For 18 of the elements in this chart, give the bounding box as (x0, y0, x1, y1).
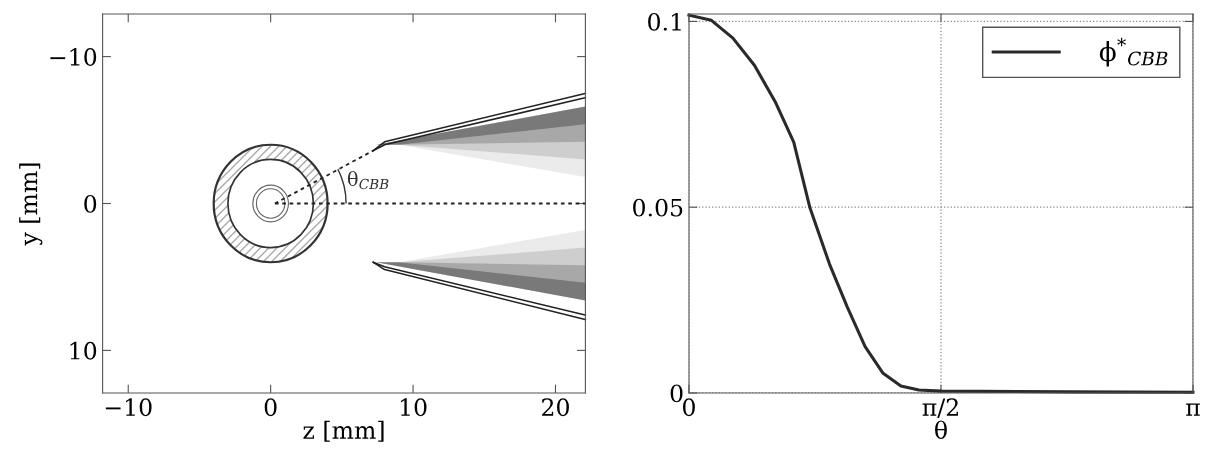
y-tick-label: 0 (670, 384, 683, 403)
y-tick-label: 0 (84, 194, 97, 213)
x-tick-label: 0 (683, 398, 695, 417)
y-tick-label: 0.1 (648, 12, 681, 31)
legend-label: ϕ$^{*}$$_{CBB}$ (1099, 37, 1168, 67)
x-tick-label: π (1186, 403, 1200, 416)
x-axis-title: θ (935, 420, 947, 439)
x-tick-label: 20 (542, 398, 569, 417)
x-tick-label: π/2 (922, 398, 958, 418)
y-tick-label: 10 (70, 341, 97, 360)
y-axis-title: y [mm] (19, 163, 43, 246)
y-tick-label: 0.05 (633, 198, 683, 217)
annotation: θ$_{CBB}$ (347, 170, 389, 190)
y-tick-label: −10 (50, 48, 97, 66)
x-tick-label: −10 (105, 398, 152, 417)
x-axis-title: z [mm] (303, 420, 384, 442)
x-tick-label: 0 (264, 398, 277, 417)
x-tick-label: 10 (400, 398, 427, 417)
